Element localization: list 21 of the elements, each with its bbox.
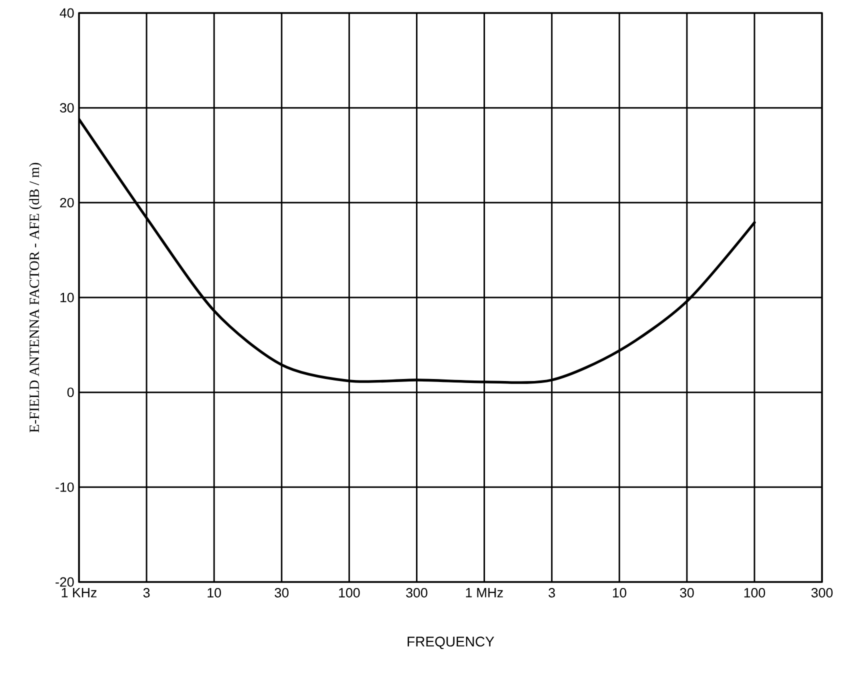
x-tick-label: 100 <box>339 588 360 598</box>
x-tick-label: 3 <box>548 588 555 598</box>
y-tick-label: 20 <box>60 198 74 208</box>
x-tick-label: 3 <box>143 588 150 598</box>
x-tick-label: 1 MHz <box>466 588 503 598</box>
y-tick-label: -10 <box>56 482 74 492</box>
y-tick-label: 10 <box>60 292 74 302</box>
x-axis-title: FREQUENCY <box>408 636 494 650</box>
x-tick-label: 30 <box>274 588 289 598</box>
y-tick-label: -20 <box>56 577 74 587</box>
x-tick-label: 300 <box>811 588 833 598</box>
x-tick-label: 1 KHz <box>62 588 96 598</box>
x-tick-label: 300 <box>406 588 428 598</box>
x-tick-label: 10 <box>208 588 221 598</box>
x-tick-label: 10 <box>612 588 626 598</box>
x-tick-label: 30 <box>680 588 694 598</box>
y-axis-title: E-FIELD ANTENNA FACTOR - AFE (dB / m) <box>29 162 42 432</box>
y-tick-label: 0 <box>67 388 74 398</box>
y-tick-label: 40 <box>60 8 74 18</box>
y-tick-label: 30 <box>60 103 74 113</box>
x-tick-label: 100 <box>744 588 766 598</box>
